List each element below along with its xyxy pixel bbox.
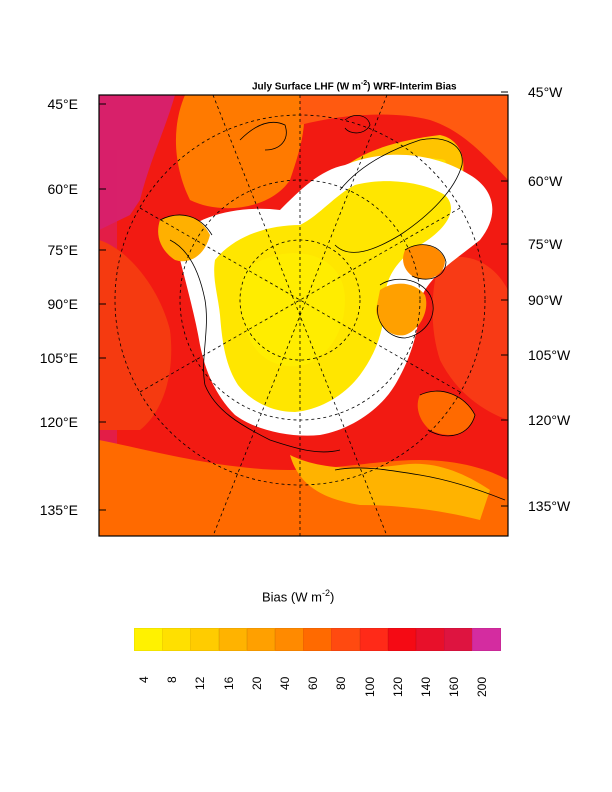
- colorbar-tick-label: 12: [193, 676, 208, 690]
- graticule: [114, 95, 486, 536]
- coastlines: [159, 115, 506, 501]
- colorbar-swatch: [444, 628, 473, 651]
- lon-label-right: 120°W: [528, 412, 571, 428]
- colorbar-tick-label: 16: [221, 676, 236, 690]
- colorbar-title-suffix: ): [329, 589, 335, 605]
- colorbar-tick-label: 100: [362, 676, 377, 697]
- colorbar-swatch: [190, 628, 220, 651]
- lon-label-left: 60°E: [47, 181, 78, 197]
- lon-label-left: 90°E: [47, 296, 78, 312]
- colorbar-swatch: [359, 628, 389, 651]
- title-prefix: July Surface LHF (W m: [252, 81, 361, 93]
- colorbar-tick-label: 40: [278, 676, 292, 690]
- lon-label-right: 45°W: [528, 84, 563, 100]
- colorbar-tick-label: 60: [306, 676, 321, 690]
- land-yellow-south: [290, 455, 490, 520]
- lon-label-left: 135°E: [39, 502, 78, 518]
- lon-label-left: 105°E: [39, 350, 78, 366]
- lon-label-right: 75°W: [528, 236, 563, 252]
- colorbar-swatch: [387, 628, 417, 651]
- colorbar-swatch: [218, 628, 248, 651]
- colorbar-swatch: [134, 628, 163, 651]
- colorbar-swatch: [275, 628, 304, 651]
- lon-label-left: 75°E: [47, 242, 78, 258]
- land-orange-west: [99, 240, 172, 430]
- colorbar-title: Bias (W m-2): [262, 588, 334, 604]
- high-bias-region-west: [99, 95, 175, 230]
- colorbar-title-prefix: Bias (W m: [262, 589, 322, 605]
- map-title: July Surface LHF (W m-2) WRF-Interim Bia…: [252, 80, 457, 92]
- map-field: [99, 95, 508, 536]
- colorbar-tick-label: 200: [475, 676, 490, 697]
- left-ticks: [99, 103, 106, 511]
- lon-label-right: 105°W: [528, 347, 571, 363]
- colorbar-swatch: [331, 628, 361, 651]
- siberia-coast: [158, 215, 210, 262]
- title-suffix: ) WRF-Interim Bias: [367, 81, 457, 93]
- right-ticks: [501, 91, 508, 507]
- lon-label-right: 90°W: [528, 292, 563, 308]
- title-exponent: -2: [360, 80, 368, 87]
- colorbar-title-exponent: -2: [321, 588, 330, 598]
- land-orange-northeast: [300, 95, 508, 180]
- colorbar-tick-label: 140: [419, 676, 433, 697]
- lon-label-right: 135°W: [528, 498, 571, 514]
- lon-label-left: 120°E: [39, 414, 78, 430]
- lon-label-right: 60°W: [528, 173, 563, 189]
- colorbar-tick-label: 20: [249, 676, 264, 690]
- archipelago-islands-2: [403, 244, 445, 280]
- archipelago-islands: [376, 283, 427, 336]
- colorbar-tick-label: 4: [137, 676, 151, 683]
- colorbar-swatch: [416, 628, 445, 651]
- colorbar-swatch: [246, 628, 276, 651]
- colorbar-swatch: [303, 628, 332, 651]
- lon-label-left: 45°E: [47, 96, 78, 112]
- colorbar-tick-label: 120: [390, 676, 405, 697]
- colorbar-swatch: [162, 628, 191, 651]
- colorbar-swatch: [472, 628, 502, 651]
- land-orange-north: [175, 95, 305, 209]
- colorbar-tick-label: 160: [447, 676, 462, 697]
- map-frame: [98, 94, 509, 537]
- land-orange-south: [99, 440, 508, 536]
- colorbar-tick-label: 80: [334, 676, 349, 690]
- colorbar-tick-label: 8: [165, 676, 180, 683]
- land-orange-east: [432, 256, 508, 420]
